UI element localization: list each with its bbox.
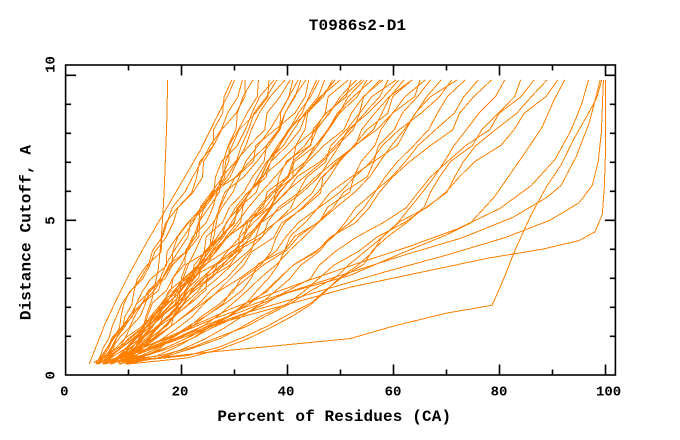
svg-text:T0986s2-D1: T0986s2-D1	[309, 17, 406, 35]
svg-text:0: 0	[60, 384, 68, 400]
svg-text:Percent of Residues (CA): Percent of Residues (CA)	[217, 408, 451, 426]
svg-text:100: 100	[596, 384, 621, 400]
svg-text:0: 0	[44, 371, 60, 379]
svg-text:20: 20	[172, 384, 189, 400]
svg-text:Distance Cutoff, A: Distance Cutoff, A	[18, 145, 36, 321]
svg-text:60: 60	[385, 384, 402, 400]
svg-text:5: 5	[44, 216, 60, 224]
svg-text:10: 10	[44, 56, 60, 73]
svg-text:40: 40	[278, 384, 295, 400]
svg-text:80: 80	[491, 384, 508, 400]
